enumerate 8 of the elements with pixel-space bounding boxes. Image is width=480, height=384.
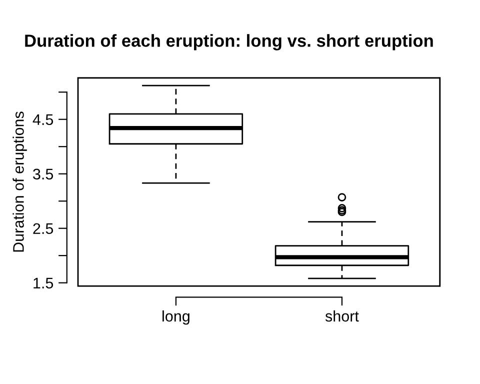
y-axis-title: Duration of eruptions — [12, 112, 27, 252]
x-tick-label: long — [162, 310, 190, 325]
y-tick-label: 4.5 — [32, 114, 54, 126]
y-tick-label: 3.5 — [33, 168, 54, 180]
y-tick-label: 1.5 — [34, 278, 54, 288]
chart-title: Duration of each eruption: long vs. short eruption — [25, 34, 433, 50]
x-tick-label: short — [325, 310, 359, 322]
y-tick-label: 2.5 — [33, 223, 54, 234]
